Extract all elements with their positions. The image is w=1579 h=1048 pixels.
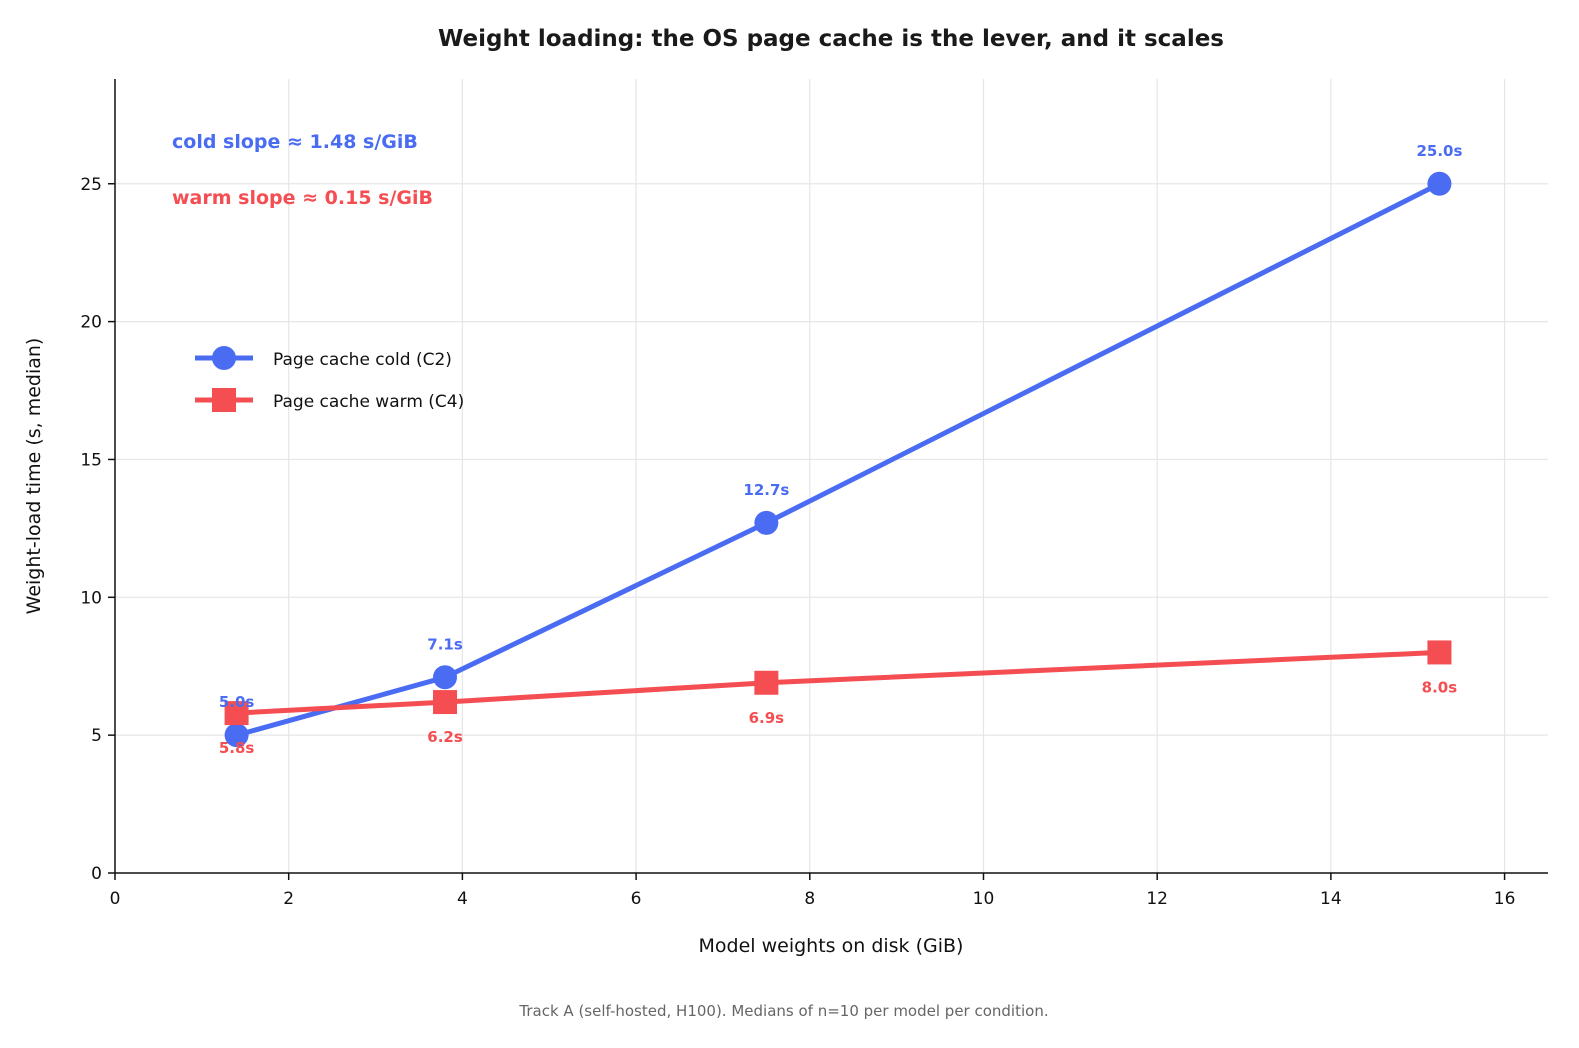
data-point [224,723,249,748]
x-tick-label: 10 [973,889,995,909]
x-tick-label: 6 [631,889,642,909]
x-tick-label: 12 [1146,889,1168,909]
x-axis-label: Model weights on disk (GiB) [699,935,964,957]
data-label: 6.9s [749,709,785,727]
y-tick-label: 20 [80,313,102,333]
data-label: 5.0s [219,693,255,711]
legend: Page cache cold (C2) Page cache warm (C4) [195,346,464,412]
data-point [754,510,779,535]
y-axis-label: Weight-load time (s, median) [23,338,45,615]
data-label: 5.8s [219,739,255,757]
x-tick-label: 8 [804,889,815,909]
y-tick-label: 15 [80,450,102,470]
y-tick-label: 25 [80,175,102,195]
legend-marker [212,388,236,412]
y-tick-label: 0 [91,864,102,884]
series-line-1 [234,649,1442,716]
data-point [433,665,458,690]
axes: 0 2 4 6 8 10 12 14 16 0 5 10 15 20 25 [80,79,1548,909]
data-point [224,701,249,726]
slope-annotation: cold slope ≈ 1.48 s/GiB [172,131,418,153]
legend-marker [212,346,236,370]
x-tick-label: 0 [110,889,121,909]
data-point [433,690,458,715]
grid [115,79,1548,873]
data-label: 6.2s [427,728,463,746]
slope-annotation: warm slope ≈ 0.15 s/GiB [172,187,433,209]
slope-annotations: cold slope ≈ 1.48 s/GiB warm slope ≈ 0.15… [172,131,433,209]
data-label: 25.0s [1416,142,1462,160]
data-label: 8.0s [1422,678,1458,696]
data-label: 7.1s [427,635,463,653]
chart-title: Weight loading: the OS page cache is the… [438,26,1224,52]
data-label: 12.7s [743,481,789,499]
legend-label: Page cache warm (C4) [273,392,464,412]
series-layer [224,171,1452,748]
y-tick-label: 5 [91,726,102,746]
caption: Track A (self-hosted, H100). Medians of … [518,1002,1048,1020]
legend-label: Page cache cold (C2) [273,350,452,370]
data-point [1427,640,1452,665]
data-labels: 5.0s 7.1s 12.7s 25.0s 5.8s 6.2s 6.9s 8.0s [219,142,1463,757]
x-tick-label: 14 [1320,889,1342,909]
x-tick-label: 16 [1494,889,1516,909]
data-point [1427,171,1452,196]
y-tick-label: 10 [80,588,102,608]
x-tick-label: 4 [457,889,468,909]
data-point [754,670,779,695]
x-tick-label: 2 [283,889,294,909]
